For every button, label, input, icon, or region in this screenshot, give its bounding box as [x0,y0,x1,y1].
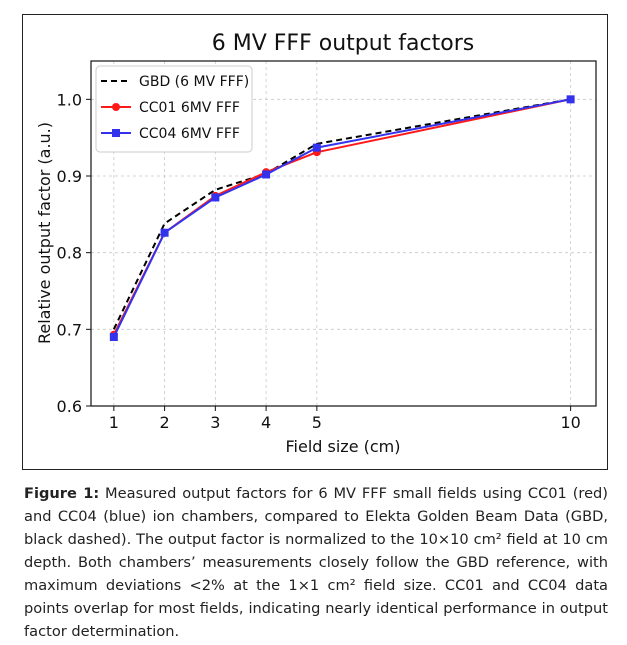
legend-box [95,65,253,153]
legend: GBD (6 MV FFF) CC01 6MV FFF CC04 6MV FFF [95,65,253,153]
data-point [312,143,321,152]
figure-caption: Figure 1: Measured output factors for 6 … [24,482,608,643]
legend-entry: GBD (6 MV FFF) [139,74,249,90]
x-tick-label: 1 [109,413,119,432]
x-tick-label: 2 [159,413,169,432]
x-tick-label: 4 [261,413,271,432]
series [109,95,575,341]
legend-entry: CC04 6MV FFF [139,126,240,142]
x-tick-label: 10 [560,413,580,432]
series-line [112,98,571,338]
legend-marker [112,103,120,111]
chart-title: 6 MV FFF output factors [212,31,474,56]
x-tick-label: 3 [210,413,220,432]
caption-label: Figure 1: [24,485,100,502]
legend-entry: CC01 6MV FFF [139,100,240,116]
x-axis-label: Field size (cm) [286,437,401,456]
legend-marker [112,129,120,137]
data-point [211,193,220,202]
y-axis-label: Relative output factor (a.u.) [35,122,54,344]
y-tick-label: 0.7 [57,320,82,339]
y-tick-label: 1.0 [57,90,82,109]
caption-text: Measured output factors for 6 MV FFF sma… [24,485,608,640]
data-point [109,333,118,341]
data-point [262,170,271,179]
axis-ticks: 1 2 3 4 5 10 0.6 0.7 0.8 0.9 1.0 [57,90,581,432]
data-point [566,95,575,104]
data-point [160,228,169,237]
output-factor-chart: 6 MV FFF output factors 1 2 3 4 5 10 0.6 0.7 0.8… [35,31,597,456]
x-tick-label: 5 [312,413,322,432]
y-tick-label: 0.9 [57,167,82,186]
plot-area [90,60,597,407]
series-line [112,98,571,330]
y-tick-label: 0.8 [57,244,82,263]
y-tick-label: 0.6 [57,397,82,416]
